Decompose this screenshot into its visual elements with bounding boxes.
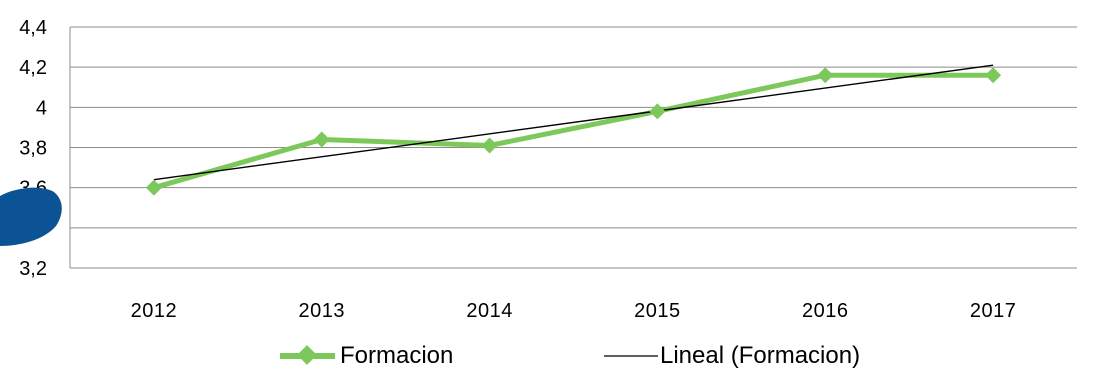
legend-trendline-label: Lineal (Formacion) bbox=[660, 342, 860, 369]
legend: Formacion Lineal (Formacion) bbox=[280, 342, 860, 369]
x-tick-label: 2013 bbox=[299, 300, 346, 322]
trendline-layer bbox=[153, 64, 994, 181]
decorative-blue-shape bbox=[0, 187, 62, 246]
x-tick-label: 2012 bbox=[131, 300, 178, 322]
data-point-marker bbox=[313, 131, 330, 148]
data-point-marker bbox=[481, 137, 498, 154]
x-axis-ticks: 2012 2013 2014 2015 2016 2017 bbox=[131, 300, 1017, 322]
x-tick-label: 2016 bbox=[802, 300, 849, 322]
x-tick-label: 2017 bbox=[970, 300, 1017, 322]
marker-layer bbox=[145, 67, 1002, 196]
data-point-marker bbox=[817, 67, 834, 84]
y-tick-label: 3,8 bbox=[19, 138, 47, 160]
series-line bbox=[153, 72, 994, 191]
x-tick-label: 2014 bbox=[466, 300, 513, 322]
data-point-marker bbox=[145, 179, 162, 196]
x-tick-label: 2015 bbox=[634, 300, 681, 322]
axes bbox=[69, 27, 1077, 269]
y-tick-label: 4,2 bbox=[19, 57, 47, 79]
data-point-marker bbox=[649, 103, 666, 120]
y-tick-label: 4 bbox=[36, 97, 47, 119]
gridlines bbox=[70, 26, 1077, 229]
legend-series-swatch-marker bbox=[297, 345, 317, 365]
data-point-marker bbox=[985, 67, 1002, 84]
legend-series-label: Formacion bbox=[340, 342, 453, 369]
trendline bbox=[153, 64, 994, 181]
y-tick-label: 3,2 bbox=[19, 258, 47, 280]
y-tick-label: 4,4 bbox=[19, 17, 47, 39]
series-layer bbox=[153, 72, 994, 191]
